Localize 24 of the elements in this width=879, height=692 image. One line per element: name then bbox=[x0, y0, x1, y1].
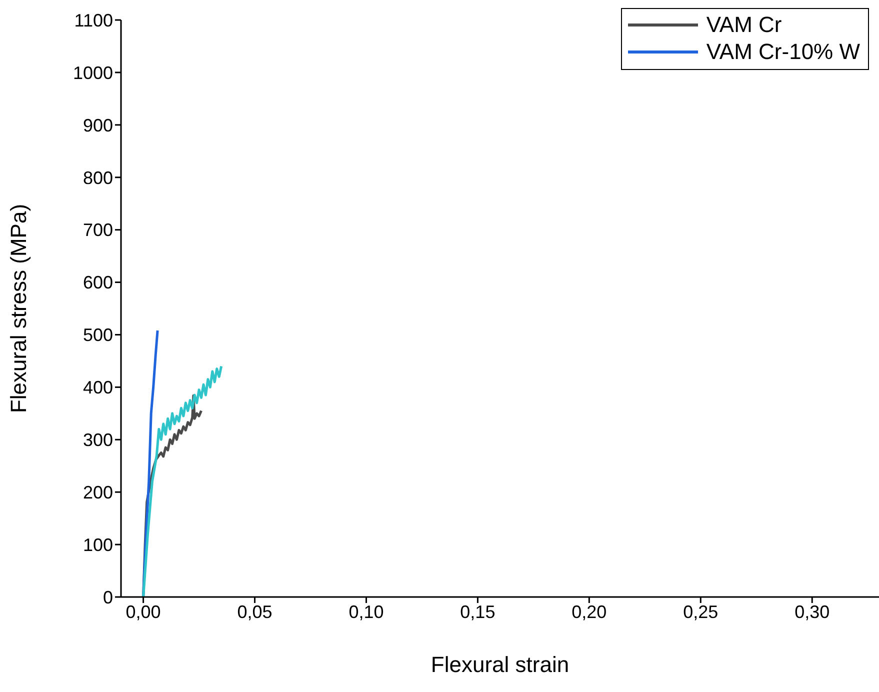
x-tick-label: 0,00 bbox=[126, 602, 161, 622]
x-tick-label: 0,05 bbox=[237, 602, 272, 622]
y-tick-label: 400 bbox=[82, 378, 113, 398]
y-tick-label: 200 bbox=[82, 482, 113, 502]
legend-label: VAM Cr-10% W bbox=[706, 38, 860, 65]
x-tick-label: 0,15 bbox=[460, 602, 496, 622]
y-tick-label: 1000 bbox=[72, 62, 113, 83]
x-tick-label: 0,20 bbox=[572, 602, 607, 622]
y-axis-title: Flexural stress (MPa) bbox=[6, 204, 31, 414]
line-series bbox=[142, 364, 223, 597]
y-tick-label: 100 bbox=[82, 534, 113, 555]
y-tick-label: 1100 bbox=[74, 10, 113, 30]
y-tick-label: 600 bbox=[82, 272, 113, 293]
legend-label: VAM Cr bbox=[706, 11, 782, 38]
x-tick-label: 0,25 bbox=[683, 602, 718, 622]
y-tick-label: 700 bbox=[82, 220, 113, 240]
y-tick-label: 300 bbox=[82, 430, 113, 450]
y-tick-label: 900 bbox=[82, 115, 113, 136]
y-tick-label: 500 bbox=[82, 325, 113, 346]
x-axis-title: Flexural strain bbox=[430, 652, 570, 677]
x-tick-label: 0,30 bbox=[794, 602, 830, 622]
y-tick-label: 0 bbox=[102, 587, 113, 608]
y-tick-label: 800 bbox=[82, 168, 113, 188]
x-tick-label: 0,10 bbox=[348, 602, 384, 622]
